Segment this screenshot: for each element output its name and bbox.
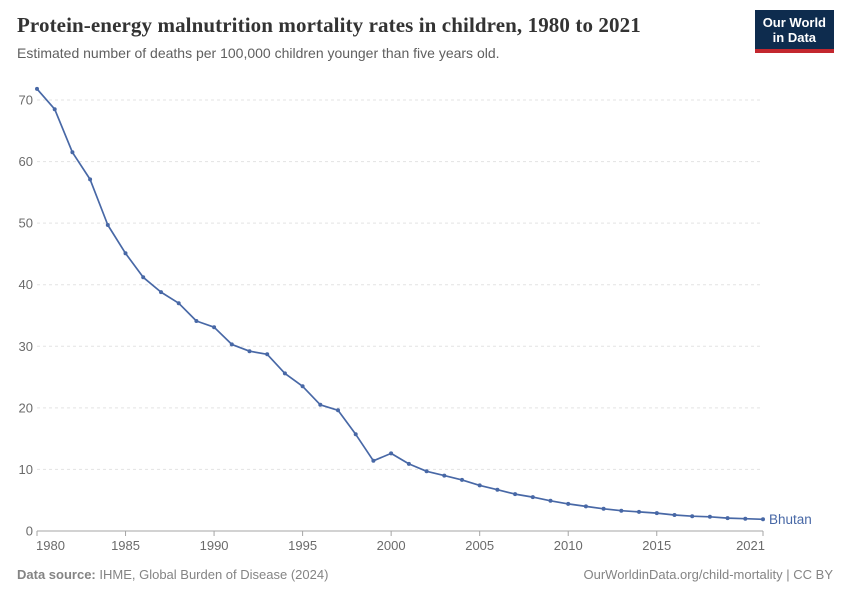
data-point-2018[interactable] <box>707 514 712 519</box>
x-axis-tick-label: 2005 <box>465 538 494 553</box>
chart-footer: Data source: IHME, Global Burden of Dise… <box>17 567 833 582</box>
x-axis-tick-label: 2010 <box>554 538 583 553</box>
data-point-2013[interactable] <box>619 508 624 513</box>
owid-logo-line2: in Data <box>772 30 817 45</box>
data-point-1983[interactable] <box>88 177 93 182</box>
data-point-2008[interactable] <box>530 495 535 500</box>
x-axis-tick-label: 1985 <box>111 538 140 553</box>
y-axis-tick-label: 30 <box>19 339 33 354</box>
data-point-1981[interactable] <box>52 107 57 112</box>
data-point-1995[interactable] <box>300 384 305 389</box>
data-point-1997[interactable] <box>336 408 340 413</box>
data-point-1996[interactable] <box>318 402 323 407</box>
data-point-1991[interactable] <box>229 342 234 347</box>
credit-license: | CC BY <box>782 567 833 582</box>
y-axis-tick-label: 20 <box>19 400 33 415</box>
credit-url[interactable]: OurWorldinData.org/child-mortality <box>583 567 783 582</box>
data-point-1988[interactable] <box>176 301 181 306</box>
credit: OurWorldinData.org/child-mortality | CC … <box>583 567 833 582</box>
data-point-1990[interactable] <box>212 325 217 330</box>
x-axis-tick-label: 1995 <box>288 538 317 553</box>
data-point-2017[interactable] <box>690 514 695 519</box>
data-point-2007[interactable] <box>513 492 518 497</box>
data-point-1982[interactable] <box>70 150 75 155</box>
data-point-2003[interactable] <box>442 473 447 478</box>
y-axis-tick-label: 10 <box>19 462 33 477</box>
series-line-bhutan[interactable] <box>36 88 764 521</box>
chart-subtitle: Estimated number of deaths per 100,000 c… <box>17 45 500 61</box>
data-point-1986[interactable] <box>141 275 146 280</box>
data-point-2005[interactable] <box>477 483 482 488</box>
data-point-2021[interactable] <box>761 517 765 522</box>
data-point-1985[interactable] <box>123 251 128 256</box>
data-point-2015[interactable] <box>654 511 659 516</box>
data-point-2001[interactable] <box>406 461 411 466</box>
owid-logo-line1: Our World <box>762 15 826 30</box>
y-axis-tick-label: 0 <box>26 524 33 539</box>
data-point-2006[interactable] <box>495 487 500 492</box>
data-point-2014[interactable] <box>637 509 641 514</box>
data-point-2012[interactable] <box>601 506 606 511</box>
y-axis-tick-label: 60 <box>19 154 33 169</box>
data-source-label: Data source: <box>17 567 96 582</box>
owid-logo: Our World in Data <box>754 10 834 53</box>
data-point-1987[interactable] <box>159 290 163 295</box>
data-point-2010[interactable] <box>566 501 571 506</box>
x-axis-tick-label: 1990 <box>200 538 229 553</box>
data-point-2009[interactable] <box>548 498 553 503</box>
x-axis-tick-label: 2000 <box>377 538 406 553</box>
data-point-2011[interactable] <box>583 504 588 509</box>
chart-header: Protein-energy malnutrition mortality ra… <box>17 13 750 61</box>
data-point-1984[interactable] <box>105 223 110 227</box>
data-point-2002[interactable] <box>424 469 429 474</box>
data-point-1999[interactable] <box>371 458 376 463</box>
data-point-2020[interactable] <box>743 516 748 521</box>
x-axis-tick-label: 1980 <box>36 538 65 553</box>
data-point-1989[interactable] <box>194 319 199 323</box>
series-end-label-bhutan: Bhutan <box>769 512 812 527</box>
data-point-1992[interactable] <box>247 349 252 354</box>
y-axis-tick-label: 70 <box>19 93 33 108</box>
chart-title: Protein-energy malnutrition mortality ra… <box>17 13 641 37</box>
x-axis-tick-label: 2021 <box>736 538 765 553</box>
data-point-1980[interactable] <box>35 86 39 91</box>
data-point-1994[interactable] <box>282 371 287 376</box>
data-point-2004[interactable] <box>460 477 464 482</box>
data-point-2016[interactable] <box>672 513 677 517</box>
data-point-1993[interactable] <box>265 352 270 357</box>
data-point-1998[interactable] <box>353 432 358 437</box>
data-point-2019[interactable] <box>725 516 730 521</box>
y-axis-tick-label: 40 <box>19 277 33 292</box>
x-axis-tick-label: 2015 <box>642 538 671 553</box>
data-source-value: IHME, Global Burden of Disease (2024) <box>95 567 329 582</box>
y-axis-tick-label: 50 <box>19 216 33 231</box>
data-source: Data source: IHME, Global Burden of Dise… <box>17 567 328 582</box>
data-point-2000[interactable] <box>389 451 394 456</box>
